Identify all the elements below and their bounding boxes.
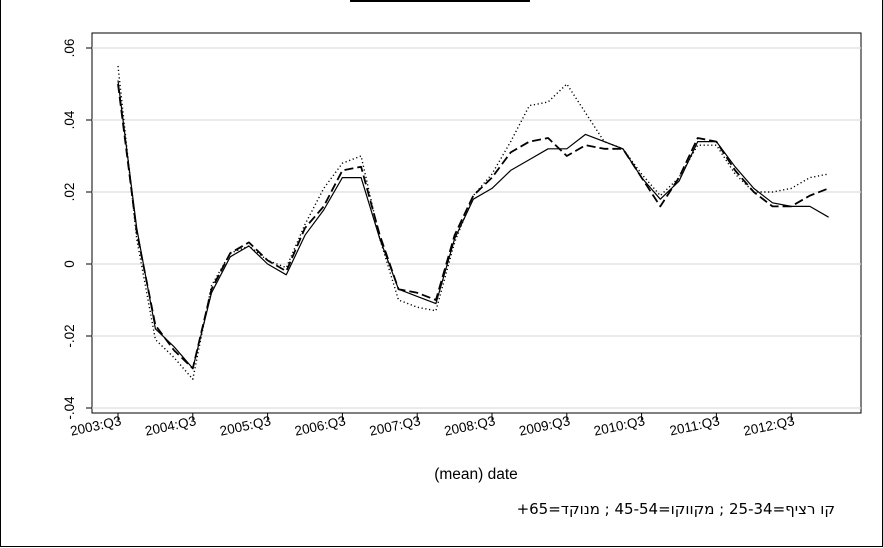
y-tick-label: .06 [62,39,77,58]
y-tick-label: -.02 [62,324,77,347]
x-tick-label: 2010:Q3 [592,413,646,438]
series-lines [117,65,829,380]
x-axis-title: (mean) date [434,466,518,483]
series-line-solid [117,80,829,369]
x-tick-label: 2012:Q3 [742,413,796,438]
series-line-dashed [117,83,829,370]
y-tick-label: .02 [62,183,77,202]
x-axis: 2003:Q3 2004:Q3 2005:Q3 2006:Q3 2007:Q3 2008:… [69,413,796,439]
x-tick-label: 2009:Q3 [518,413,572,438]
legend-note: קו רציף=25-34 ; מקווקו=45-54 ; מנוקד=65+ [516,500,835,518]
x-tick-label: 2007:Q3 [368,413,422,438]
y-tick-label: -.04 [62,396,77,420]
x-tick-label: 2006:Q3 [293,413,347,438]
x-tick-label: 2011:Q3 [668,413,721,438]
y-tick-label: 0 [62,260,77,268]
x-tick-label: 2005:Q3 [218,413,272,438]
x-tick-label: 2004:Q3 [144,413,198,438]
plot-area [91,32,862,414]
y-tick-label: .04 [62,110,77,129]
y-axis: -.04 -.02 0 .02 .04 .06 [62,39,92,420]
x-tick-label: 2008:Q3 [443,413,497,438]
